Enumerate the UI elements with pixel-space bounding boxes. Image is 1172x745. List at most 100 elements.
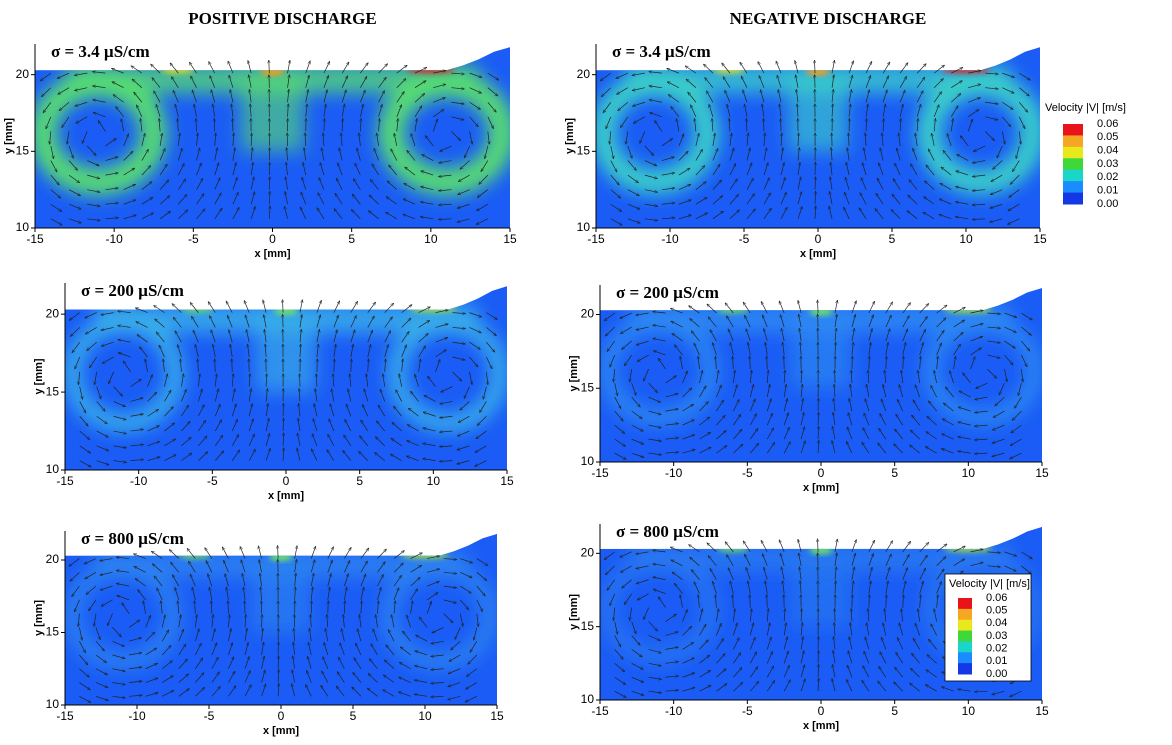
panel: -15 -10 -5 0 5 10 15 10 15 20 x [mm] y [mm] σ = 3.4 …: [3, 9, 517, 260]
flow-arrow: [118, 311, 131, 312]
flow-arrow: [136, 322, 148, 328]
flow-arrow: [147, 457, 160, 461]
flow-arrow: [311, 449, 318, 461]
x-tick-label: -15: [591, 466, 609, 480]
flow-arrow: [882, 76, 888, 88]
flow-arrow: [214, 178, 220, 190]
flow-arrow: [147, 375, 153, 387]
flow-arrow: [85, 327, 97, 334]
x-tick-label: -10: [105, 232, 123, 246]
flow-arrow: [968, 70, 981, 74]
panel: -15 -10 -5 0 5 10 15 10 15 20 x [mm] y [mm] σ = 200 …: [568, 283, 1049, 494]
flow-arrow: [464, 386, 470, 399]
flow-arrow: [891, 210, 901, 220]
colorbar-band: [958, 619, 972, 632]
flow-arrow: [678, 168, 690, 176]
flow-arrow: [377, 421, 385, 432]
y-tick-label: 15: [46, 625, 60, 639]
flow-arrow: [925, 181, 935, 190]
flow-arrow: [86, 145, 96, 156]
flow-arrow: [610, 218, 622, 225]
flow-arrow: [661, 139, 673, 147]
flow-arrow: [96, 401, 106, 411]
flow-arrow: [155, 319, 165, 328]
flow-arrow: [79, 416, 88, 426]
flow-arrow: [193, 330, 199, 343]
flow-arrow: [939, 214, 952, 220]
flow-arrow: [848, 90, 851, 103]
flow-arrow: [933, 105, 939, 117]
flow-arrow: [882, 133, 883, 147]
flow-arrow: [72, 342, 81, 352]
flow-arrow: [457, 203, 470, 208]
x-axis-label: x [mm]: [268, 490, 304, 502]
flow-arrow: [390, 454, 402, 461]
flow-arrow: [485, 145, 489, 159]
y-tick-label: 20: [577, 67, 591, 81]
flow-arrow: [440, 446, 453, 447]
flow-arrow: [76, 116, 88, 123]
flow-arrow: [933, 79, 943, 88]
flow-arrow: [191, 76, 197, 88]
x-tick-label: 0: [278, 709, 285, 723]
flow-arrow: [300, 344, 301, 358]
flow-arrow: [397, 118, 398, 132]
colorbar-tick-label: 0.02: [986, 643, 1007, 655]
flow-arrow: [141, 197, 153, 205]
colorbar-tick-label: 0.01: [1097, 185, 1118, 197]
flow-arrow: [264, 315, 267, 328]
flow-arrow: [159, 180, 169, 190]
flow-arrow: [175, 104, 179, 117]
flow-arrow: [333, 315, 339, 328]
flow-arrow: [378, 64, 388, 74]
flow-arrow: [421, 171, 434, 176]
flow-arrow: [215, 359, 216, 372]
flow-arrow: [487, 102, 496, 112]
flow-arrow: [195, 344, 199, 358]
flow-arrow: [43, 102, 52, 112]
flow-arrow: [368, 211, 379, 220]
flow-arrow: [424, 395, 436, 402]
flow-arrow: [411, 134, 416, 147]
flow-arrow: [479, 174, 489, 184]
flow-arrow: [40, 72, 52, 81]
flow-arrow: [606, 116, 612, 129]
flow-arrow: [172, 304, 182, 313]
flow-arrow: [264, 329, 267, 343]
flow-arrow: [285, 191, 288, 205]
flow-arrow: [469, 72, 482, 77]
flow-arrow: [305, 61, 310, 74]
flow-arrow: [831, 75, 834, 88]
flow-arrow: [644, 145, 654, 156]
flow-arrow: [676, 119, 680, 132]
flow-arrow: [1001, 116, 1010, 127]
flow-arrow: [644, 218, 658, 221]
flow-arrow: [908, 195, 918, 205]
flow-arrow: [67, 131, 70, 144]
flow-arrow: [368, 359, 369, 372]
flow-arrow: [956, 187, 969, 191]
flow-arrow: [407, 150, 416, 161]
flow-arrow: [108, 371, 114, 384]
flow-arrow: [93, 86, 106, 89]
flow-arrow: [135, 308, 148, 313]
flow-arrow: [729, 118, 730, 132]
flow-arrow: [939, 199, 952, 205]
flow-arrow: [861, 178, 867, 190]
flow-arrow: [712, 196, 723, 205]
flow-arrow: [1010, 174, 1020, 184]
flow-arrow: [746, 209, 755, 220]
flow-arrow: [159, 149, 165, 161]
flow-arrow: [323, 76, 329, 88]
flow-arrow: [301, 192, 307, 205]
flow-arrow: [178, 194, 187, 205]
flow-arrow: [181, 374, 183, 387]
flow-arrow: [75, 101, 88, 106]
flow-arrow: [428, 376, 436, 387]
flow-arrow: [899, 90, 905, 103]
flow-arrow: [712, 211, 724, 220]
flow-arrow: [351, 359, 352, 372]
colorbar-tick-label: 0.05: [1097, 131, 1118, 143]
flow-arrow: [797, 104, 798, 117]
flow-arrow: [380, 389, 386, 402]
